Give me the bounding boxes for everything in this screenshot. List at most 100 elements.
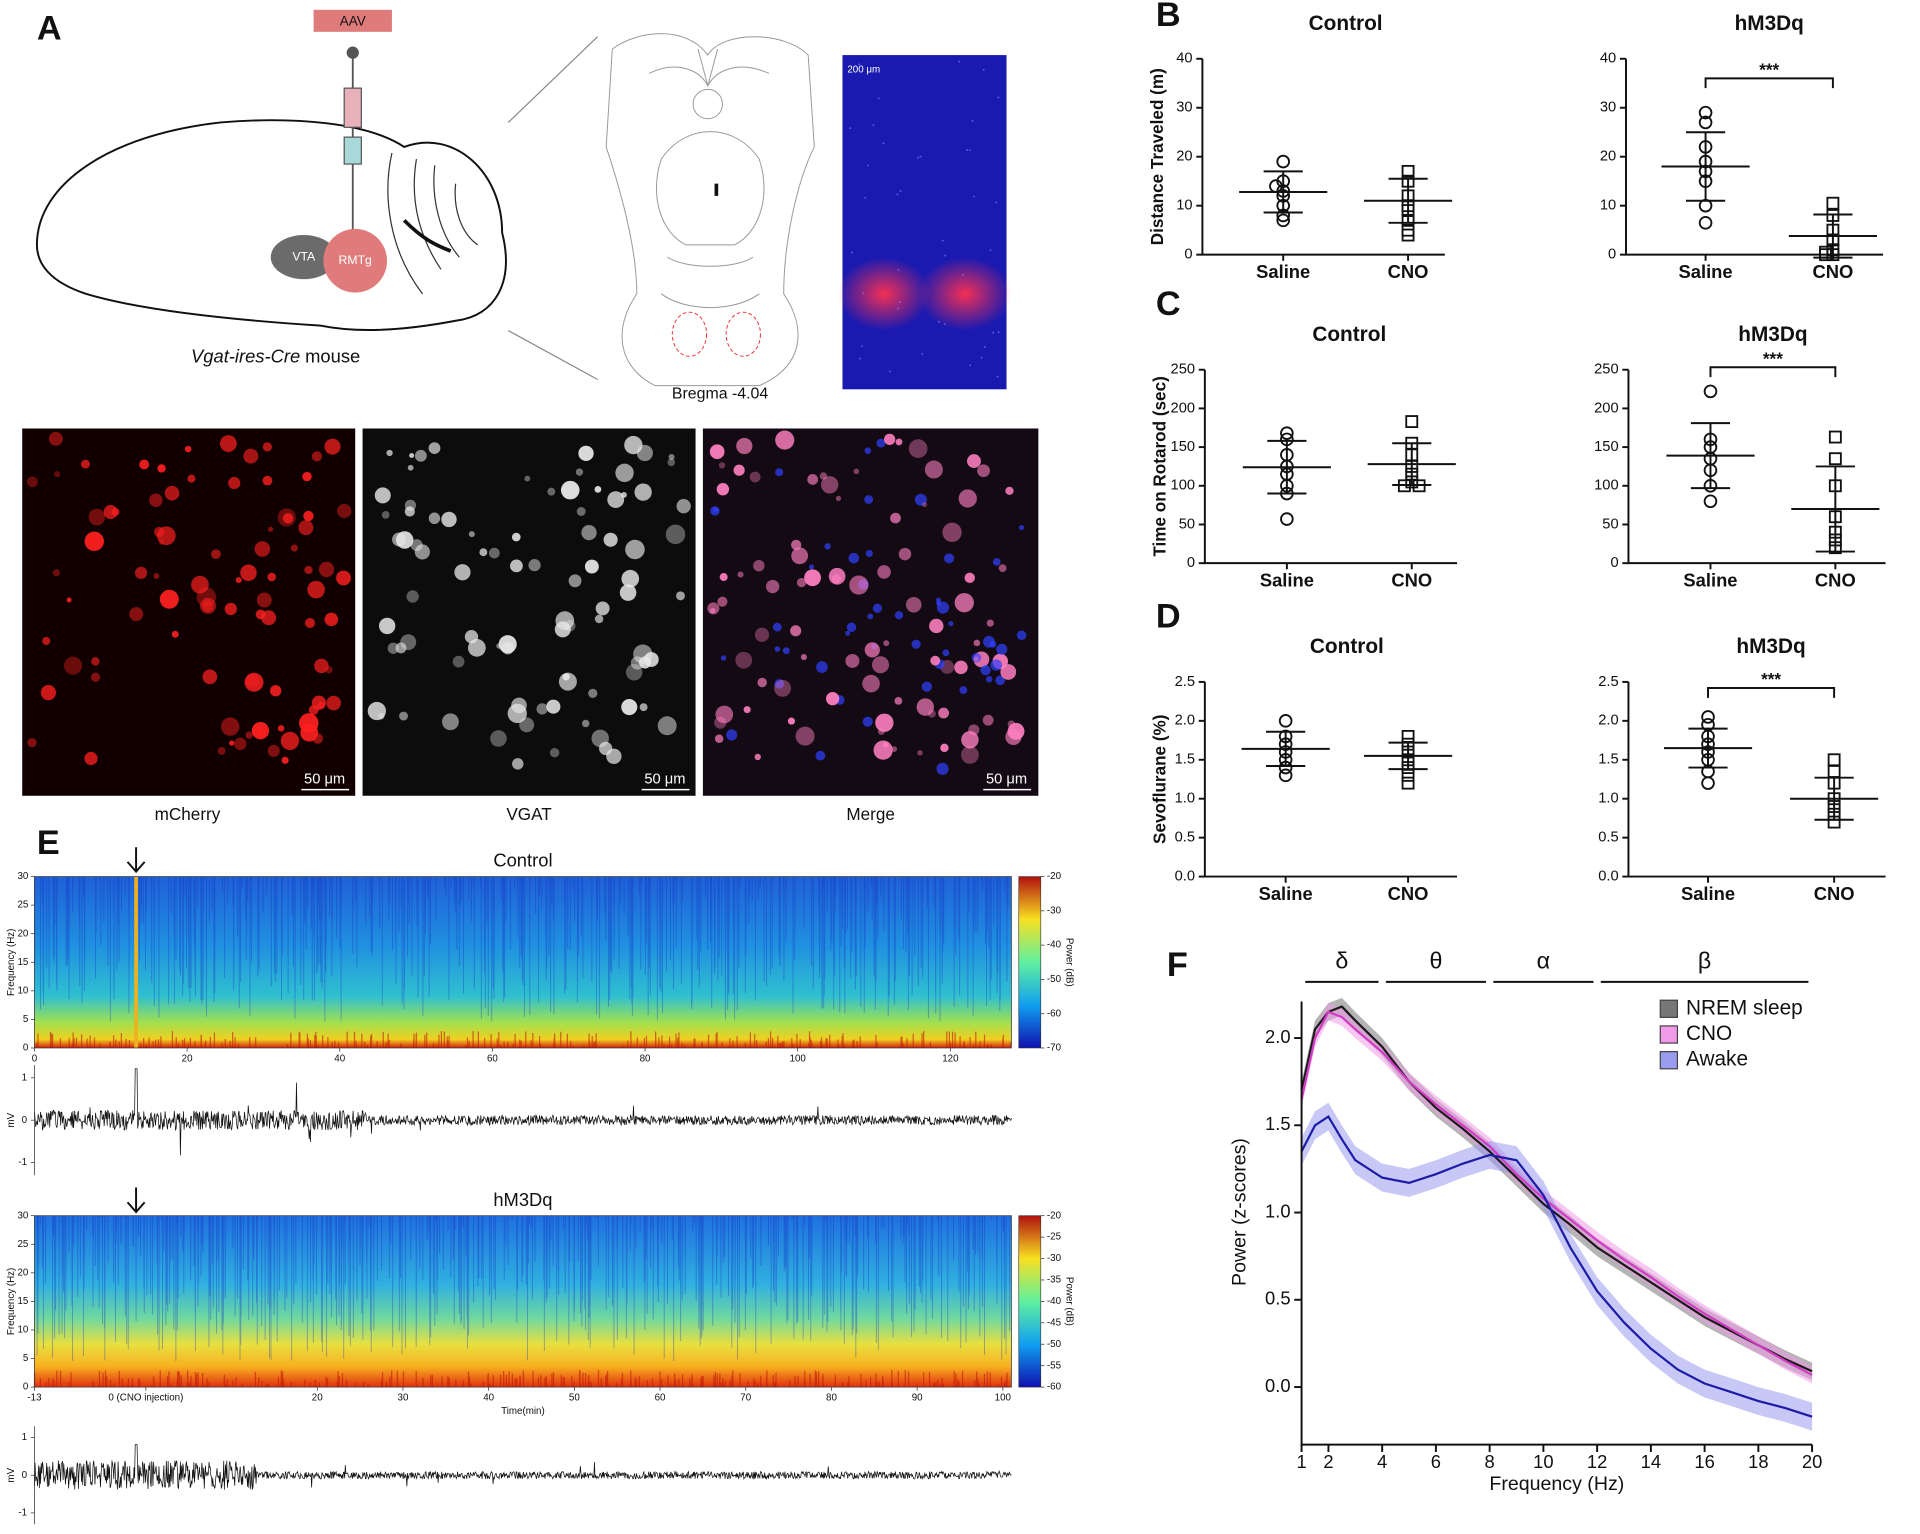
x-tick-label: 0 (CNO injection) [108,1393,183,1404]
cell [63,656,82,675]
cell [634,483,652,501]
cell [129,607,144,621]
brain-detail [402,219,452,253]
legend-swatch [1659,999,1679,1018]
nucleus [815,750,826,761]
cell [414,449,427,462]
cell [796,577,807,588]
cell [407,464,414,471]
cell [524,475,531,482]
nucleus [914,493,927,506]
cell [973,656,979,662]
cell [488,547,500,559]
cell [774,679,792,697]
cell [930,655,941,666]
nucleus [983,635,995,648]
cell [615,463,634,483]
cell [733,464,745,476]
cell [938,707,950,719]
data-point [1276,154,1290,169]
cell [775,430,795,450]
axes [1203,681,1458,878]
cell [314,658,329,674]
cell [139,459,150,470]
cell [1005,728,1022,745]
y-tick-label: 10 [17,1325,28,1336]
nucleus [712,507,719,513]
y-tick-label: 0 [1184,247,1192,263]
colorbar [1018,1215,1042,1388]
cell [282,513,294,524]
cell [442,713,459,731]
cell [224,602,237,616]
data-point [1828,430,1842,444]
panel-letter: B [1156,0,1181,34]
x-tick-label: 12 [1587,1451,1607,1472]
colorbar-tick-label: -20 [1047,871,1062,882]
y-axis-label: Sevoflurane (%) [1149,715,1169,844]
cell [546,699,561,714]
colorbar-tick-label: -30 [1047,1253,1062,1264]
scale-label: 50 μm [986,772,1027,788]
trace-tick-label: 0 [22,1115,28,1126]
fluor-speck [961,274,964,276]
x-tick-label: 1 [1296,1451,1306,1472]
y-tick-label: 40 [1176,51,1192,67]
data-point [1401,776,1415,790]
data-point [1278,768,1293,783]
cell [399,711,409,721]
spectrogram [34,1215,1012,1388]
nucleus [846,622,857,633]
x-tick-label: 0 [32,1054,38,1065]
cell [48,431,63,446]
cell [498,635,517,654]
y-tick-label: 0.5 [1175,830,1195,846]
cell [835,495,842,501]
cell [819,472,828,480]
fluor-speck [973,195,976,198]
x-tick-label: Saline [1260,569,1314,590]
fluor-speck [896,193,899,196]
fluor-speck [971,119,974,122]
cell [40,685,57,701]
fluor-speck [989,249,992,252]
data-point [1698,216,1713,230]
cell [568,574,582,588]
fluor-speck [944,254,947,257]
legend-label: CNO [1686,1022,1732,1045]
trace-tick-label: 0 [22,1470,28,1481]
cell [676,591,685,601]
cell [942,522,962,542]
fluor-speck [969,364,972,367]
cell [998,564,1007,573]
micrograph-label: mCherry [155,804,221,824]
cell [916,698,935,716]
cell [386,449,393,457]
cell [625,664,643,681]
y-tick-label: 0.5 [1598,830,1618,846]
atlas [605,33,815,387]
y-tick-label: 25 [17,900,28,911]
cell [452,655,465,668]
series-line [1300,1114,1813,1418]
scale-label: 200 μm [847,64,880,75]
cerebellum-folds [387,152,478,295]
y-tick-label: 150 [1171,439,1196,455]
cell [303,510,314,522]
x-tick-label: CNO [1391,569,1432,590]
cell [428,512,441,525]
cell [743,706,751,714]
colorbar-tick-label: -55 [1047,1360,1062,1371]
cell [387,642,399,654]
spectrogram-title: hM3Dq [493,1189,552,1210]
cells [27,60,1027,775]
cell [406,590,419,603]
fluor-speck [921,352,924,355]
cell [187,474,196,483]
vta-label: VTA [292,249,316,263]
nucleus [992,558,1001,566]
nucleus [980,665,991,676]
cell [202,669,218,685]
y-tick-label: 10 [17,985,28,996]
